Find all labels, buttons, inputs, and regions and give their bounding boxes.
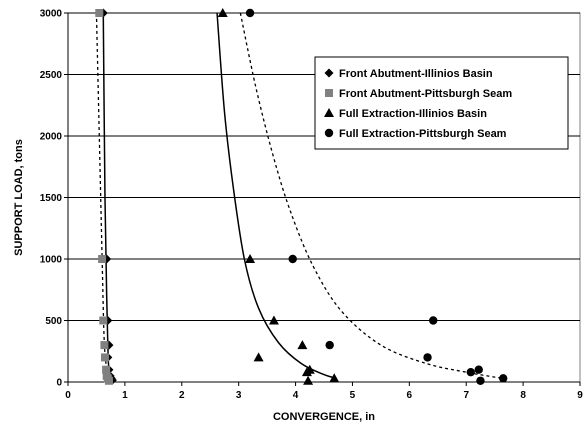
y-ticks: 0 500 1000 1500 2000 2500 3000 [40, 9, 68, 389]
data-point-s3-2 [245, 254, 256, 263]
x-tick-label-1: 1 [122, 390, 128, 401]
x-tick-label-0: 0 [65, 390, 71, 401]
data-point-s4-6 [466, 367, 475, 377]
data-point-s3-4 [253, 352, 264, 362]
x-tick-label-2: 2 [179, 390, 185, 401]
series-3-points [217, 8, 340, 385]
series-2-points [95, 9, 113, 385]
legend-label-1: Front Abutment-Illinios Basin [339, 68, 493, 80]
data-point-s4-1 [245, 8, 255, 18]
y-tick-label-1500: 1500 [40, 193, 63, 204]
data-point-s2-5 [100, 353, 109, 362]
trendline-3 [216, 12, 337, 380]
legend-marker-4 [324, 128, 334, 138]
x-tick-label-7: 7 [463, 390, 469, 401]
legend-marker-1 [324, 68, 334, 78]
data-point-s4-9 [499, 374, 508, 383]
y-axis-title: SUPPORT LOAD, tons [13, 139, 25, 256]
x-axis-title: CONVERGENCE, in [273, 411, 375, 423]
data-point-s4-4 [429, 316, 438, 325]
data-point-s2-2 [98, 255, 107, 263]
legend-label-4: Full Extraction-Pittsburgh Seam [339, 128, 507, 140]
data-point-s3-3 [268, 315, 279, 325]
legend-label-3: Full Extraction-Illinios Basin [339, 108, 487, 120]
data-point-s2-9 [104, 376, 113, 385]
y-tick-label-3000: 3000 [40, 9, 63, 20]
data-point-s3-1 [217, 8, 228, 17]
x-tick-label-8: 8 [520, 390, 526, 401]
data-point-s4-8 [476, 376, 485, 385]
legend-box [314, 56, 569, 150]
x-tick-label-6: 6 [407, 390, 413, 401]
x-tick-label-9: 9 [577, 390, 583, 401]
data-point-s3-7 [301, 367, 312, 377]
trendline-4 [239, 12, 507, 379]
x-tick-label-3: 3 [236, 390, 242, 401]
y-tick-label-1000: 1000 [40, 255, 63, 266]
legend-marker-3 [324, 108, 334, 117]
series-4-points [245, 8, 508, 385]
data-point-s3-5 [297, 340, 308, 350]
data-point-s4-3 [325, 340, 334, 350]
x-tick-label-5: 5 [350, 390, 356, 401]
legend-marker-2 [325, 89, 333, 97]
y-tick-label-500: 500 [45, 316, 62, 327]
data-point-s3-9 [329, 373, 340, 383]
data-point-s4-7 [474, 365, 483, 374]
legend-label-2: Front Abutment-Pittsburgh Seam [339, 88, 512, 100]
data-point-s2-3 [99, 316, 108, 325]
legend: Front Abutment-Illinios Basin Front Abutm… [314, 56, 569, 150]
data-point-s2-6 [102, 365, 111, 374]
data-point-s4-2 [288, 254, 297, 264]
data-point-s2-4 [100, 341, 109, 350]
y-tick-label-0: 0 [56, 378, 62, 389]
x-ticks: 0 1 2 3 4 5 6 7 8 9 [65, 382, 583, 401]
y-tick-label-2500: 2500 [40, 70, 63, 81]
y-tick-label-2000: 2000 [40, 132, 63, 143]
x-tick-label-4: 4 [293, 390, 299, 401]
data-point-s2-1 [95, 9, 104, 17]
data-point-s3-8 [303, 375, 314, 385]
data-point-s4-5 [423, 353, 432, 362]
